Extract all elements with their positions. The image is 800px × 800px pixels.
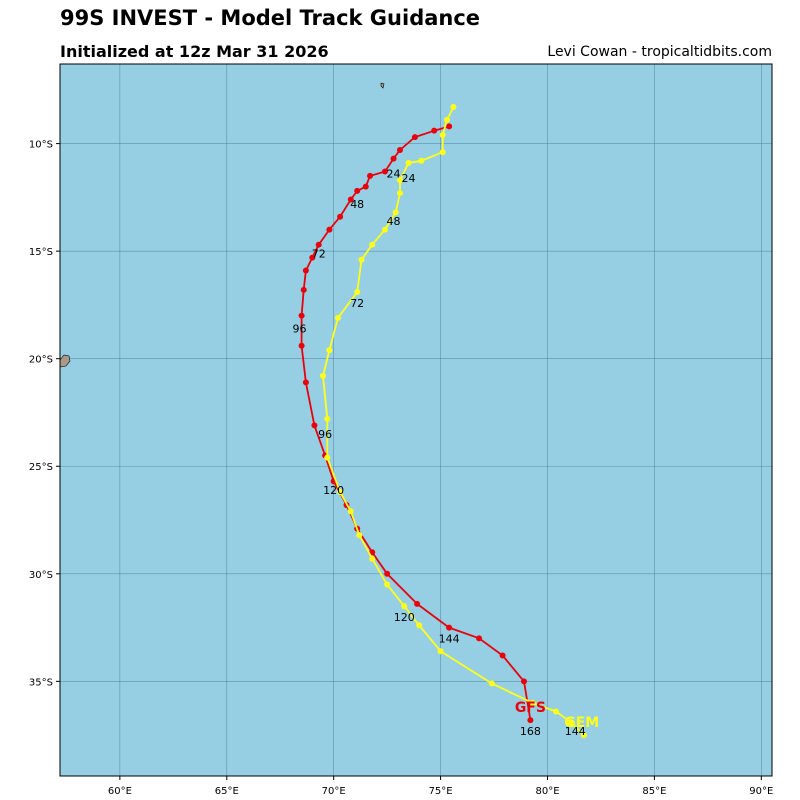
map-grid (60, 64, 772, 776)
gfs-track-point (337, 213, 344, 220)
y-tick-label: 20°S (29, 355, 53, 366)
gfs-track-point (396, 147, 403, 154)
x-tick-label: 75°E (429, 786, 453, 797)
gfs-track-point (302, 267, 309, 274)
gem-track-point (334, 314, 341, 321)
gem-model-label: GEM (564, 715, 599, 731)
gfs-track-point (476, 635, 483, 642)
gfs-track-point (315, 241, 322, 248)
gfs-track-point (369, 549, 376, 556)
axis-ticks: 60°E 65°E 70°E 75°E 80°E 85°E 90°E 10°S 15°S 20°S… (29, 140, 773, 797)
gem-track-point (392, 209, 399, 216)
x-tick-label: 85°E (642, 786, 666, 797)
gfs-track-point (381, 168, 388, 175)
gfs-hour-label: 96 (292, 323, 306, 336)
gfs-track-point (298, 342, 305, 349)
gem-track-point (358, 256, 365, 263)
gfs-track-point (527, 717, 534, 724)
gem-track-point (450, 104, 457, 111)
gfs-track-point (309, 254, 316, 261)
gem-track-point (568, 719, 575, 726)
gfs-hour-label: 168 (520, 725, 541, 738)
gfs-track-point (446, 123, 453, 130)
gem-track-point (369, 241, 376, 248)
x-tick-label: 70°E (322, 786, 346, 797)
gfs-hour-label: 144 (439, 632, 460, 645)
gem-track-point (396, 190, 403, 197)
gfs-track-point (384, 570, 391, 577)
gem-track-point (439, 131, 446, 138)
gem-hour-label: 72 (350, 297, 364, 310)
chart-title: 99S INVEST - Model Track Guidance (60, 6, 481, 30)
y-tick-label: 30°S (29, 570, 53, 581)
gfs-track-point (411, 134, 418, 141)
chart-subtitle: Initialized at 12z Mar 31 2026 (60, 42, 329, 61)
gem-hour-label: 120 (394, 611, 415, 624)
islet-land (380, 82, 385, 89)
map-ocean-background (60, 64, 772, 776)
gfs-model-label: GFS (515, 700, 546, 716)
x-tick-label: 60°E (108, 786, 132, 797)
gem-track-point (337, 489, 344, 496)
y-tick-label: 15°S (29, 247, 53, 258)
map-frame (59, 63, 773, 777)
gem-track-point (529, 699, 536, 706)
gfs-track-point (390, 155, 397, 162)
gem-track-point (418, 157, 425, 164)
gfs-track-point (302, 379, 309, 386)
gem-track-point (319, 372, 326, 379)
gfs-track-point (362, 183, 369, 190)
x-tick-label: 80°E (535, 786, 559, 797)
gfs-track-point (367, 172, 374, 179)
gfs-track-point (298, 312, 305, 319)
gem-track-point (324, 454, 331, 461)
gem-track-point (488, 680, 495, 687)
gem-track-point (354, 289, 361, 296)
gem-hour-label: 144 (565, 725, 586, 738)
gfs-hour-label: 48 (350, 198, 364, 211)
gfs-track-point (446, 624, 453, 631)
gem-track-point (324, 415, 331, 422)
gfs-track-point (499, 652, 506, 659)
gfs-hour-label: 72 (312, 247, 326, 260)
gem-track-point (384, 581, 391, 588)
gem-hour-label: 24 (402, 172, 416, 185)
gem-track-point (437, 648, 444, 655)
gfs-hour-label: 24 (387, 168, 401, 181)
y-tick-label: 25°S (29, 462, 53, 473)
gem-track-point (369, 555, 376, 562)
gem-track-point (401, 603, 408, 610)
gem-track-point (416, 622, 423, 629)
x-tick-label: 90°E (749, 786, 773, 797)
gem-hour-label: 48 (387, 215, 401, 228)
gfs-track-point (414, 600, 421, 607)
gem-track-point (356, 532, 363, 539)
gfs-track-point (300, 286, 307, 293)
gem-track-point (553, 708, 560, 715)
gfs-hour-label: 120 (323, 484, 344, 497)
x-tick-label: 65°E (215, 786, 239, 797)
model-tracks (298, 104, 587, 739)
gfs-track-point (520, 678, 527, 685)
gem-track-point (439, 149, 446, 156)
gfs-track-point (347, 196, 354, 203)
gem-track-point (580, 732, 587, 739)
gem-track-point (396, 177, 403, 184)
gem-track-point (381, 226, 388, 233)
y-tick-label: 10°S (29, 140, 53, 151)
gem-track-point (405, 159, 412, 166)
gfs-track-point (326, 226, 333, 233)
gem-hour-label: 96 (318, 428, 332, 441)
chart-credit: Levi Cowan - tropicaltidbits.com (547, 44, 772, 60)
gem-track-point (347, 508, 354, 515)
gem-track-point (326, 347, 333, 354)
gem-track-point (444, 116, 451, 123)
gfs-track-point (354, 187, 361, 194)
gfs-track-point (431, 127, 438, 134)
gfs-track-point (311, 422, 318, 429)
y-tick-label: 35°S (29, 677, 53, 688)
